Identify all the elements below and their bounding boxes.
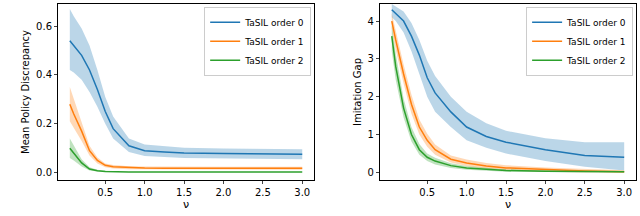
svg-text:1.5: 1.5 [176,187,192,198]
svg-text:TaSIL order 2: TaSIL order 2 [566,56,625,66]
svg-text:ν: ν [505,198,511,211]
svg-text:1.5: 1.5 [498,187,514,198]
svg-text:4: 4 [368,16,374,27]
svg-text:2.0: 2.0 [537,187,553,198]
svg-text:1.0: 1.0 [137,187,153,198]
svg-text:0.0: 0.0 [36,167,52,178]
svg-text:0.2: 0.2 [36,118,52,129]
svg-text:2.5: 2.5 [577,187,593,198]
svg-text:0.5: 0.5 [97,187,113,198]
svg-text:TaSIL order 2: TaSIL order 2 [244,56,303,66]
svg-text:ν: ν [183,198,189,211]
svg-text:1.0: 1.0 [459,187,475,198]
svg-text:3: 3 [368,53,374,64]
svg-text:2.5: 2.5 [255,187,271,198]
svg-text:2: 2 [368,91,374,102]
svg-text:TaSIL order 0: TaSIL order 0 [244,18,304,28]
svg-text:TaSIL order 1: TaSIL order 1 [244,37,303,47]
svg-text:0.6: 0.6 [36,21,52,32]
svg-text:0.5: 0.5 [419,187,435,198]
svg-text:2.0: 2.0 [215,187,231,198]
svg-text:0: 0 [368,167,374,178]
svg-text:3.0: 3.0 [294,187,310,198]
svg-text:0.4: 0.4 [36,69,52,80]
svg-text:1: 1 [368,129,374,140]
svg-text:Imitation Gap: Imitation Gap [352,58,363,126]
svg-text:TaSIL order 1: TaSIL order 1 [566,37,625,47]
svg-text:TaSIL order 0: TaSIL order 0 [566,18,626,28]
svg-text:3.0: 3.0 [616,187,632,198]
svg-text:Mean Policy Discrepancy: Mean Policy Discrepancy [20,30,31,154]
